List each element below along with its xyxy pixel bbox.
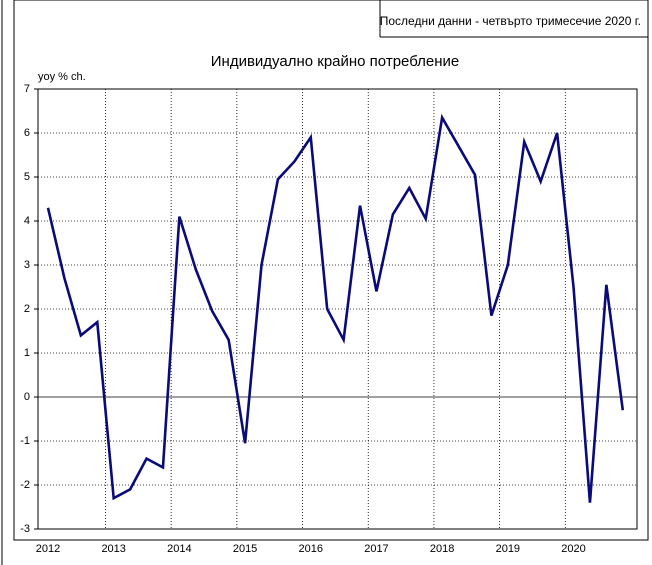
y-tick-label: 0 bbox=[24, 391, 30, 403]
y-axis-label: yoy % ch. bbox=[38, 71, 86, 83]
y-tick-label: -3 bbox=[20, 523, 30, 535]
y-tick-label: 3 bbox=[24, 259, 30, 271]
x-tick-label: 2012 bbox=[36, 543, 60, 555]
x-tick-label: 2017 bbox=[364, 543, 388, 555]
x-tick-label: 2019 bbox=[496, 543, 520, 555]
y-tick-label: 1 bbox=[24, 347, 30, 359]
x-tick-label: 2020 bbox=[561, 543, 585, 555]
y-tick-label: -2 bbox=[20, 479, 30, 491]
x-tick-label: 2015 bbox=[233, 543, 257, 555]
data-line bbox=[46, 113, 625, 503]
x-tick-label: 2014 bbox=[167, 543, 191, 555]
note: Последни данни - четвърто тримесечие 202… bbox=[380, 14, 641, 28]
chart-title: Индивидуално крайно потребление bbox=[211, 53, 459, 70]
y-tick-label: 4 bbox=[24, 215, 30, 227]
y-tick-label: -1 bbox=[20, 435, 30, 447]
y-tick-label: 6 bbox=[24, 127, 30, 139]
y-tick-label: 5 bbox=[24, 171, 30, 183]
x-tick-label: 2013 bbox=[101, 543, 125, 555]
y-tick-label: 2 bbox=[24, 303, 30, 315]
x-tick-label: 2016 bbox=[299, 543, 323, 555]
frame bbox=[13, 0, 649, 541]
plot-area bbox=[37, 88, 638, 530]
y-tick-label: 7 bbox=[24, 83, 30, 95]
x-tick-label: 2018 bbox=[430, 543, 454, 555]
